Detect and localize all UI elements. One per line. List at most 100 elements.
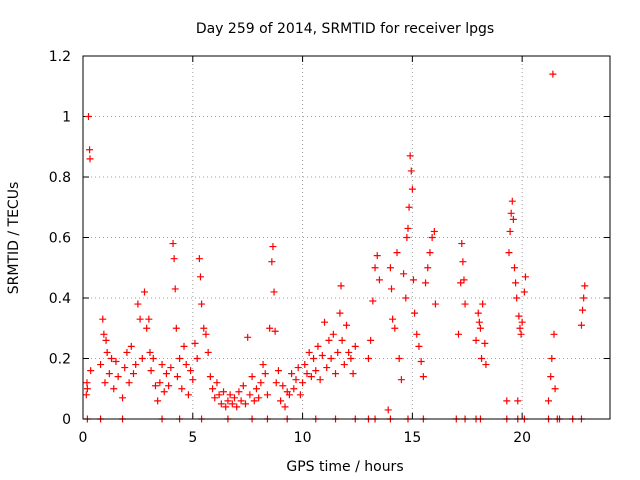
data-point [411, 309, 419, 317]
data-point [217, 400, 225, 408]
data-point [156, 379, 164, 387]
data-point [474, 309, 482, 317]
data-point [112, 358, 120, 366]
data-point [252, 385, 260, 393]
data-point [202, 330, 210, 338]
data-point [581, 282, 589, 290]
data-point [180, 342, 188, 350]
data-point [299, 379, 307, 387]
data-point [290, 385, 298, 393]
data-point [408, 185, 416, 193]
data-point [108, 355, 116, 362]
data-point [345, 348, 353, 356]
data-point [250, 397, 258, 405]
data-point [548, 355, 556, 362]
data-point [426, 249, 434, 257]
data-point [373, 252, 381, 260]
data-point [239, 382, 247, 390]
data-point [336, 309, 344, 317]
data-point [318, 351, 326, 359]
data-point [509, 215, 517, 223]
y-axis-label: SRMTID / TECUs [6, 182, 22, 295]
data-point [460, 276, 468, 284]
data-point [127, 342, 135, 350]
data-point [312, 367, 320, 375]
data-point [176, 355, 184, 362]
data-point [84, 113, 92, 120]
data-point [233, 403, 241, 411]
data-point [515, 312, 523, 320]
data-point [430, 227, 438, 235]
data-point [83, 379, 91, 387]
data-point [340, 361, 348, 369]
data-point [301, 361, 309, 369]
data-point [213, 379, 221, 387]
data-point [281, 403, 289, 411]
data-point [105, 370, 113, 378]
data-point [158, 361, 166, 369]
data-point [332, 370, 340, 378]
data-point [160, 388, 168, 396]
data-point [195, 255, 203, 263]
data-point [351, 342, 359, 350]
data-point [514, 397, 522, 405]
data-point [579, 306, 587, 314]
data-point [545, 397, 553, 405]
data-point [389, 315, 397, 323]
data-point [323, 364, 331, 372]
y-tick-label: 0 [62, 412, 71, 428]
data-point [169, 240, 177, 248]
data-point [184, 391, 192, 399]
data-point [145, 315, 153, 323]
x-tick-label: 0 [79, 430, 88, 446]
data-point [82, 391, 90, 399]
data-point [321, 318, 329, 326]
data-point [149, 355, 157, 362]
data-point [375, 276, 383, 284]
data-point [274, 367, 282, 375]
data-point [478, 355, 486, 362]
data-point [235, 388, 243, 396]
data-point [510, 264, 518, 272]
data-point [314, 342, 322, 350]
data-point [395, 355, 403, 362]
data-point [224, 397, 232, 405]
data-point [288, 370, 296, 378]
data-point [86, 155, 94, 163]
data-point [458, 240, 466, 248]
data-point [165, 382, 173, 390]
data-point [130, 370, 138, 378]
data-point [162, 370, 170, 378]
data-point [244, 333, 252, 341]
data-point [551, 385, 559, 393]
data-point [97, 361, 105, 369]
data-point [167, 364, 175, 372]
data-point [457, 279, 465, 287]
data-point [303, 370, 311, 378]
data-point [110, 385, 118, 393]
data-point [461, 300, 469, 308]
data-point [171, 285, 179, 293]
data-point [512, 279, 520, 287]
data-point [403, 234, 411, 241]
data-point [516, 324, 524, 332]
data-point [424, 264, 432, 272]
data-point [407, 167, 415, 175]
y-tick-label: 0.6 [49, 231, 71, 247]
data-point [191, 339, 199, 347]
data-point [99, 315, 107, 323]
data-point [393, 249, 401, 257]
data-point [119, 394, 127, 402]
data-point [431, 300, 439, 308]
data-point [83, 385, 91, 393]
data-point [200, 324, 208, 332]
y-tick-label: 0.8 [49, 170, 71, 186]
data-point [503, 397, 511, 405]
data-point [198, 300, 206, 308]
data-point [215, 391, 223, 399]
data-point [472, 336, 480, 344]
data-point [508, 197, 516, 205]
data-point [292, 376, 300, 384]
grid [83, 56, 610, 419]
